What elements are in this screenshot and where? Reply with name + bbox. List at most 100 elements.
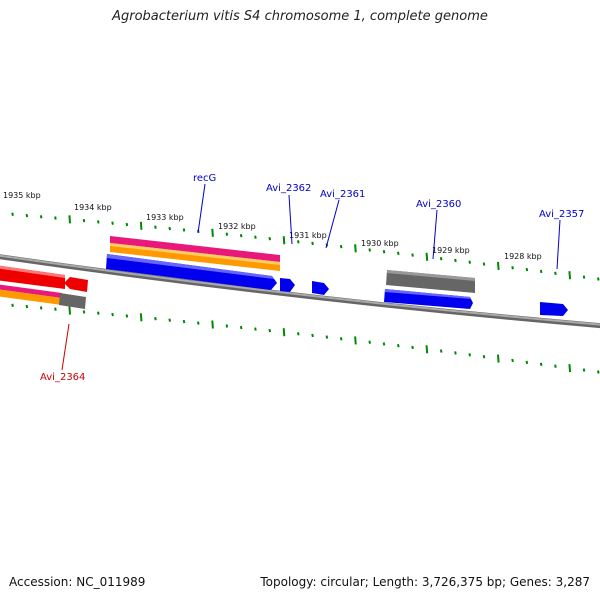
feature-pink-left[interactable] <box>0 284 62 298</box>
tick-mark <box>39 215 43 219</box>
tick-mark <box>597 277 600 281</box>
tick-mark <box>468 353 472 357</box>
tick-mark <box>511 266 514 270</box>
tick-label-group: 1935 kbp 1934 kbp 1933 kbp 1932 kbp 1931… <box>3 191 542 261</box>
genome-summary: Topology: circular; Length: 3,726,375 bp… <box>260 575 590 589</box>
tick-mark <box>111 312 114 317</box>
reverse-feature-track <box>0 265 88 309</box>
tick-mark <box>254 235 257 239</box>
tick-mark <box>225 324 229 328</box>
tick-mark <box>339 244 343 249</box>
feature-orange-left[interactable] <box>0 289 62 305</box>
cds-avi-2364[interactable] <box>64 277 88 292</box>
tick-mark <box>154 317 157 321</box>
tick-mark <box>297 240 300 244</box>
tick-mark <box>182 319 186 324</box>
tick-label: 1935 kbp <box>3 191 41 200</box>
callout-line-avi-2357 <box>556 219 561 270</box>
tick-mark <box>582 368 586 372</box>
tick-mark <box>211 320 214 329</box>
cds-avi-2360-shine <box>385 289 471 299</box>
tick-mark <box>282 328 286 337</box>
tick-mark <box>311 241 314 246</box>
outer-tick-ring <box>11 212 600 281</box>
tick-mark <box>97 311 100 315</box>
tick-mark <box>568 364 572 373</box>
tick-mark <box>325 335 329 339</box>
tick-mark <box>82 310 86 314</box>
tick-mark <box>368 248 372 252</box>
cds-reverse-red[interactable] <box>0 265 65 289</box>
tick-mark <box>397 251 400 256</box>
callout-line-recG <box>197 183 206 234</box>
tick-label: 1933 kbp <box>146 213 184 222</box>
cds-avi-2360[interactable] <box>384 289 473 309</box>
tick-mark <box>268 237 272 241</box>
callout-line-avi-2360 <box>432 209 438 260</box>
cds-avi-2357[interactable] <box>540 302 568 316</box>
feature-pink-bar[interactable] <box>110 236 280 262</box>
tick-mark <box>54 307 57 311</box>
tick-mark <box>425 252 429 261</box>
gene-label-avi-2361[interactable]: Avi_2361 <box>320 189 365 200</box>
gene-label-avi-2364[interactable]: Avi_2364 <box>40 372 85 383</box>
callout-line-avi-2364 <box>61 323 70 371</box>
gene-label-avi-2360[interactable]: Avi_2360 <box>416 199 461 210</box>
tick-mark <box>482 354 486 359</box>
tick-mark <box>268 328 272 333</box>
tick-label: 1930 kbp <box>361 239 399 248</box>
forward-cds-track <box>106 254 568 316</box>
tick-mark <box>25 213 29 218</box>
tick-mark <box>168 226 172 231</box>
gene-label-avi-2362[interactable]: Avi_2362 <box>266 183 311 194</box>
tick-mark <box>554 364 557 368</box>
gene-label-avi-2357[interactable]: Avi_2357 <box>539 209 584 220</box>
gene-label-recG[interactable]: recG <box>193 173 216 184</box>
gene-block-left-gray[interactable] <box>59 293 86 309</box>
tick-mark <box>25 304 29 309</box>
cds-reverse-red-shine <box>0 265 65 278</box>
tick-mark <box>482 262 486 266</box>
gene-track-gray <box>386 270 475 293</box>
gene-block-avi-2360[interactable] <box>386 270 475 293</box>
tick-mark <box>211 228 214 237</box>
tick-label: 1929 kbp <box>432 246 470 255</box>
tick-mark <box>182 228 186 232</box>
tick-mark <box>11 303 14 308</box>
tick-mark <box>554 271 557 276</box>
tick-mark <box>254 327 257 331</box>
tick-label: 1928 kbp <box>504 252 542 261</box>
tick-mark <box>125 222 129 227</box>
tick-mark <box>339 337 343 341</box>
tick-mark <box>382 342 386 346</box>
tick-mark <box>439 349 443 353</box>
gene-block-avi-2360-shine <box>387 270 475 281</box>
tick-mark <box>597 370 600 374</box>
feature-orange-highlight <box>110 243 280 265</box>
tick-mark <box>125 314 129 318</box>
tick-mark <box>168 318 172 322</box>
tick-mark <box>411 345 414 350</box>
tick-mark <box>154 225 157 229</box>
tick-mark <box>411 253 414 257</box>
tick-mark <box>382 249 386 254</box>
accession-label: Accession: NC_011989 <box>9 575 146 589</box>
tick-mark <box>425 345 429 354</box>
feature-track-upper <box>110 236 280 271</box>
tick-label: 1932 kbp <box>218 222 256 231</box>
tick-mark <box>539 362 543 366</box>
tick-mark <box>139 313 143 322</box>
cds-avi-2362[interactable] <box>280 278 295 292</box>
tick-mark <box>39 306 43 310</box>
tick-mark <box>539 269 543 274</box>
tick-mark <box>139 221 143 230</box>
tick-mark <box>468 260 472 264</box>
tick-mark <box>54 216 57 220</box>
genome-backbone-highlight <box>0 254 600 326</box>
tick-mark <box>239 234 243 238</box>
callout-lines <box>61 183 561 371</box>
callout-line-avi-2362 <box>288 194 293 245</box>
cds-avi-2361[interactable] <box>312 281 329 295</box>
tick-mark <box>197 321 200 325</box>
